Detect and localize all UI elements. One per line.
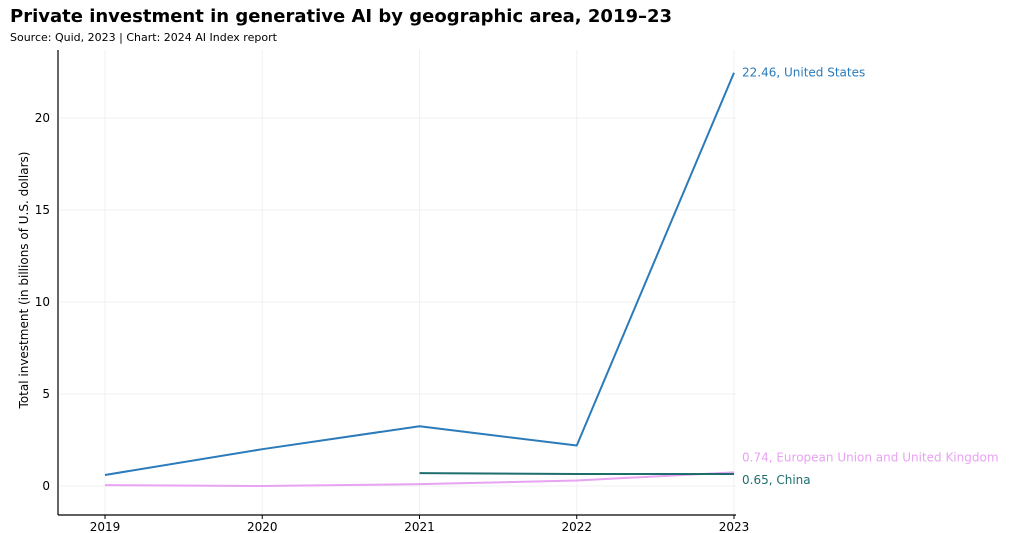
y-tick-label: 10 [35,295,50,309]
x-tick-label: 2023 [719,520,750,533]
y-axis-label: Total investment (in billions of U.S. do… [17,152,31,410]
y-tick-label: 0 [42,479,50,493]
series-end-label: 22.46, United States [742,66,865,80]
series-line [104,72,735,476]
end-labels: 22.46, United States 0.74, European Union… [742,66,999,487]
x-tick-label: 2021 [404,520,435,533]
x-tick-label: 2022 [561,520,592,533]
y-tick-label: 15 [35,203,50,217]
series-end-label: 0.74, European Union and United Kingdom [742,450,999,464]
y-tick-label: 5 [42,387,50,401]
series-line [419,472,734,476]
series-group [104,72,735,487]
x-tick-label: 2019 [90,520,121,533]
grid-lines [58,50,736,515]
chart-title: Private investment in generative AI by g… [10,6,673,27]
y-tick-label: 20 [35,111,50,125]
chart-subtitle: Source: Quid, 2023 | Chart: 2024 AI Inde… [10,31,277,44]
series-line [104,471,735,487]
series-end-label: 0.65, China [742,473,811,487]
axes: 0 5 10 15 20 2019 2020 2021 2022 2023 [35,50,750,533]
x-tick-label: 2020 [247,520,278,533]
